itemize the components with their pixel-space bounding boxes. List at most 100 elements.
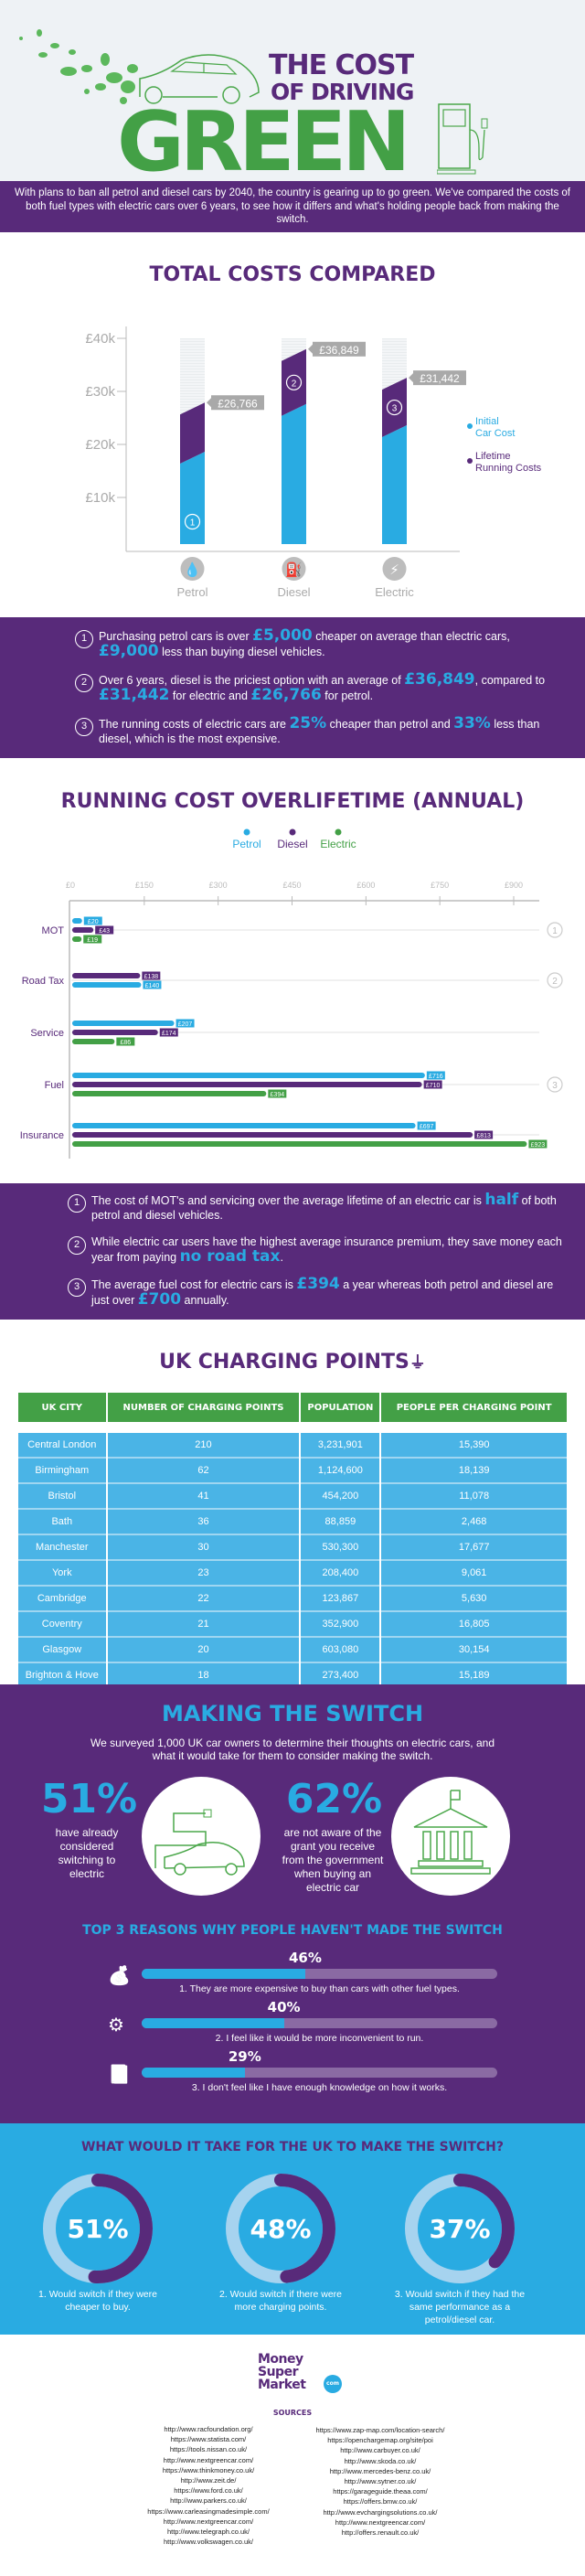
table-cell: Manchester <box>18 1535 106 1561</box>
donut-value-arc <box>226 2174 335 2283</box>
source-link[interactable]: https://www.zap-map.com/location-search/ <box>315 2426 445 2434</box>
table-cell: 530,300 <box>301 1535 380 1561</box>
government-building-icon <box>410 1790 491 1875</box>
running-cost-title: RUNNING COST OVERLIFETIME (ANNUAL) <box>60 790 525 813</box>
value-label: £697 <box>420 1124 434 1130</box>
fact-text: annually. <box>181 1294 229 1307</box>
title-line-2: OF DRIVING <box>271 79 414 105</box>
reason-progress-fill <box>142 2018 284 2028</box>
source-link[interactable]: http://www.skoda.co.uk/ <box>344 2456 417 2465</box>
source-link[interactable]: https://www.ford.co.uk/ <box>174 2486 243 2496</box>
table-cell: York <box>18 1561 106 1587</box>
source-link[interactable]: http://www.telegraph.co.uk/ <box>166 2528 250 2537</box>
value-label: £813 <box>476 1133 491 1139</box>
table-cell: 454,200 <box>301 1484 380 1510</box>
donut-caption: 3. Would switch if they had the same per… <box>394 2289 526 2325</box>
charging-pump-icon <box>437 103 488 175</box>
source-link[interactable]: http://www.racfoundation.org/ <box>164 2425 253 2433</box>
x-tick-label: £750 <box>431 881 449 890</box>
source-link[interactable]: http://www.nextgreencar.com/ <box>335 2517 426 2527</box>
value-tag <box>142 971 161 980</box>
svg-text:⚡: ⚡ <box>389 561 399 578</box>
title-green: GREEN <box>117 94 410 190</box>
source-link[interactable]: http://offers.renault.co.uk/ <box>341 2528 420 2538</box>
source-link[interactable]: http://www.parkers.co.uk/ <box>170 2496 247 2506</box>
fact-text: cheaper on average than electric cars, <box>312 630 510 643</box>
fact-text: of both petrol and diesel vehicles. <box>91 1194 557 1222</box>
reason-text: 2. I feel like it would be more inconven… <box>215 2033 424 2044</box>
reasons-title: TOP 3 REASONS WHY PEOPLE HAVEN'T MADE TH… <box>82 1923 503 1938</box>
source-link[interactable]: http://www.nextgreencar.com/ <box>163 2455 254 2464</box>
table-cell: Glasgow <box>18 1638 106 1663</box>
marker-circle <box>285 374 303 390</box>
reason-progress-bar <box>142 2068 497 2078</box>
source-link[interactable]: https://tools.nissan.co.uk/ <box>169 2445 248 2454</box>
table-row: Birmingham 62 1,124,600 18,139 <box>18 1459 567 1484</box>
value-label: £20 <box>88 919 99 925</box>
table-cell: 21 <box>107 1612 300 1638</box>
value-tag <box>474 1130 494 1139</box>
value-label: £140 <box>145 983 160 989</box>
legend-initial: Initial Car Cost <box>467 416 515 440</box>
source-link[interactable]: http://www.sytner.co.uk/ <box>344 2477 417 2486</box>
table-cell: 62 <box>107 1459 300 1484</box>
source-link[interactable]: https://openchargemap.org/site/poi <box>327 2436 433 2445</box>
table-cell: 208,400 <box>301 1561 380 1587</box>
reason-progress-bar <box>142 1969 497 1979</box>
bar-running-cost-electric <box>382 378 407 437</box>
number-badge: 1 <box>75 630 93 648</box>
source-link[interactable]: https://www.statista.com/ <box>170 2435 247 2444</box>
stat-62: 62% <box>285 1776 383 1822</box>
value-tag <box>268 1089 287 1098</box>
number-badge: 1 <box>68 1194 86 1213</box>
x-tick-label: £0 <box>66 881 75 890</box>
table-header-row: UK CITY NUMBER OF CHARGING POINTS POPULATI… <box>18 1393 567 1422</box>
donut-charts: 51% 48% 37% <box>43 2174 515 2283</box>
source-link[interactable]: http://www.zeit.de/ <box>180 2476 237 2485</box>
intro-text: With plans to ban all petrol and diesel … <box>14 187 570 225</box>
source-link[interactable]: https://www.thinkmoney.co.uk/ <box>162 2465 255 2474</box>
y-tick-label: £40k <box>85 331 115 347</box>
petrol-drop-icon: 💧 <box>180 557 205 581</box>
reason-progress-bar <box>142 2018 497 2028</box>
switch-subtitle: We surveyed 1,000 UK car owners to deter… <box>90 1737 495 1762</box>
logo-com-badge: com <box>324 2375 342 2393</box>
category-label: Petrol <box>177 585 208 599</box>
table-cell: 16,805 <box>381 1612 567 1638</box>
marker-label: 3 <box>392 404 398 414</box>
fact-text: While electric car users have the highes… <box>91 1235 562 1264</box>
table-row: York 23 208,400 9,061 <box>18 1561 567 1587</box>
source-link[interactable]: http://www.mercedes-benz.co.uk/ <box>329 2466 431 2475</box>
donut-value-arc <box>405 2174 515 2283</box>
value-label: £43 <box>99 928 110 935</box>
reason-progress-fill <box>142 2068 245 2078</box>
legend-dot-running <box>467 458 473 464</box>
source-link[interactable]: http://www.volkswagen.co.uk/ <box>164 2538 253 2547</box>
y-tick-label: £30k <box>85 384 115 400</box>
x-tick-label: £600 <box>356 881 375 890</box>
stat-51-text: have already considered switching to ele… <box>55 1826 119 1880</box>
table-cell: 17,677 <box>381 1535 567 1561</box>
ev-charging-illustration <box>142 1777 261 1896</box>
marker-label: 2 <box>292 379 297 389</box>
bar-electric <box>72 936 82 942</box>
source-link[interactable]: https://offers.bmw.co.uk/ <box>343 2497 418 2507</box>
logo-word: Money <box>258 2352 303 2367</box>
source-link[interactable]: http://www.carbuyer.co.uk/ <box>340 2446 420 2455</box>
source-link[interactable]: http://www.nextgreencar.com/ <box>163 2517 254 2526</box>
marker-circle <box>386 399 403 416</box>
switch-title: MAKING THE SWITCH <box>161 1701 424 1726</box>
source-link[interactable]: https://garageguide.theaa.com/ <box>333 2487 428 2496</box>
value-tag <box>116 1037 135 1046</box>
total-label: £31,442 <box>420 372 460 385</box>
source-link[interactable]: http://www.evchargingsolutions.co.uk/ <box>323 2507 438 2517</box>
source-link[interactable]: https://www.carleasingmadesimple.com/ <box>147 2507 270 2516</box>
row-label: MOT <box>42 925 65 936</box>
stat-62-text: are not aware of the grant you receive f… <box>282 1826 384 1894</box>
value-label: £19 <box>87 937 98 944</box>
donut-percent: 37% <box>429 2214 490 2244</box>
legend-dot-initial <box>467 423 473 429</box>
highlight-value: £9,000 <box>99 642 159 660</box>
logo-word: Market <box>258 2378 306 2392</box>
charging-table: UK CITY NUMBER OF CHARGING POINTS POPULATI… <box>16 1393 569 1689</box>
